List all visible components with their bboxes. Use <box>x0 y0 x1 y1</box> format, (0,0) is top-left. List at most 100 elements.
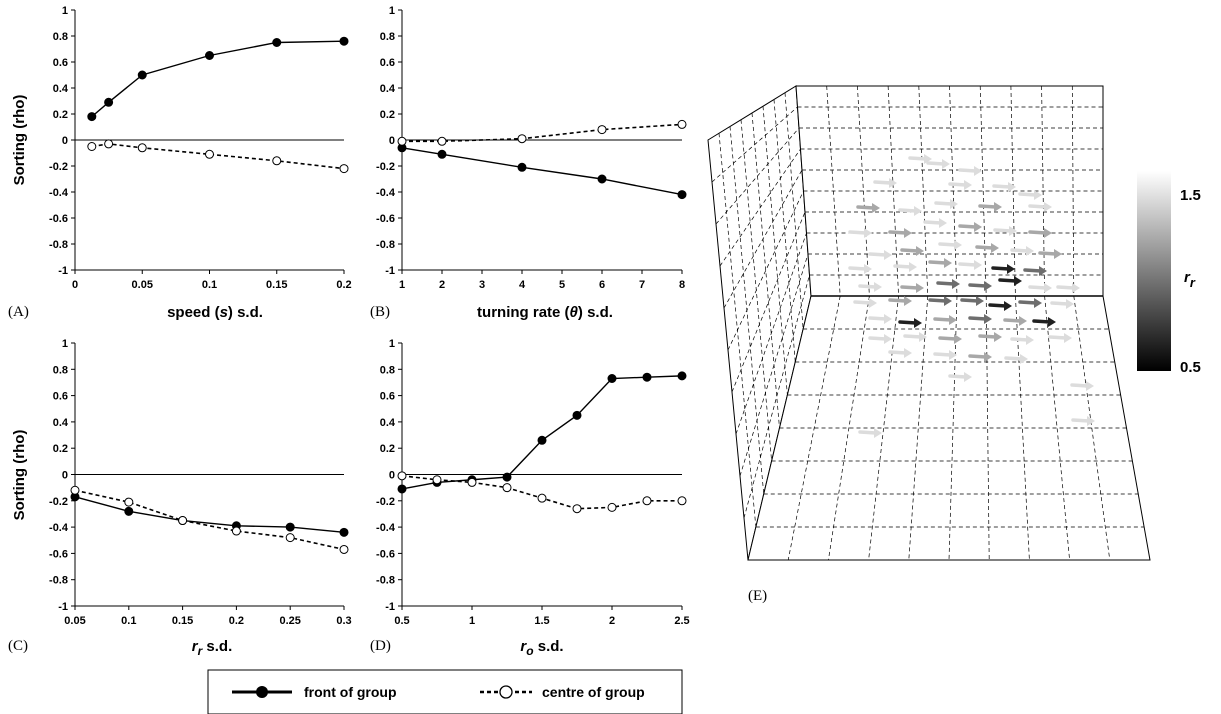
velocity-arrow <box>873 180 893 185</box>
centre-point-c <box>231 526 241 536</box>
centre-point-a <box>87 142 97 151</box>
velocity-arrow <box>998 278 1018 283</box>
y-tick-label-d: 0.4 <box>380 417 396 429</box>
velocity-arrow-head <box>1044 202 1052 212</box>
velocity-arrow-head <box>1066 299 1074 309</box>
velocity-arrow-head <box>1039 266 1047 276</box>
front-point-c <box>339 527 349 537</box>
panel-letter-e: (E) <box>748 588 767 604</box>
y-tick-label-d: 0 <box>389 470 395 482</box>
velocity-arrow-head <box>1019 316 1027 326</box>
front-line-a <box>91 40 345 118</box>
x-tick-label-a: 0.2 <box>336 279 351 291</box>
centre-point-d <box>432 475 442 485</box>
front-point-b <box>677 190 687 200</box>
front-point-a <box>104 97 114 107</box>
colorbar-title: rr <box>1184 269 1196 290</box>
floor-grid-v <box>828 295 870 561</box>
velocity-arrow <box>1018 300 1038 305</box>
velocity-arrow-head <box>964 372 972 382</box>
velocity-arrow-head <box>991 243 999 253</box>
centre-point-b <box>397 136 407 146</box>
velocity-arrow-head <box>954 334 962 344</box>
x-tick-label-b: 6 <box>599 279 605 291</box>
left-wall-grid-h <box>727 190 804 351</box>
velocity-arrow-head <box>884 250 892 260</box>
left-wall-grid-h <box>731 211 806 393</box>
velocity-arrow <box>948 374 968 379</box>
back-wall-grid-v <box>887 85 899 297</box>
front-point-a <box>87 112 97 122</box>
y-tick-label-d: -0.2 <box>376 496 395 508</box>
x-tick-label-a: 0.15 <box>266 279 287 291</box>
velocity-arrow-head <box>1009 226 1017 236</box>
velocity-arrow-head <box>864 228 872 238</box>
x-tick-label-b: 8 <box>679 279 685 291</box>
y-tick-label-b: -0.4 <box>376 187 396 199</box>
x-tick-label-b: 1 <box>399 279 405 291</box>
y-tick-label-d: -0.4 <box>376 522 396 534</box>
velocity-arrow <box>903 334 923 339</box>
x-tick-label-b: 7 <box>639 279 645 291</box>
x-axis-label-b: turning rate (θ) s.d. <box>477 304 613 321</box>
front-point-d <box>677 371 687 381</box>
left-wall-grid-v <box>751 112 780 429</box>
velocity-arrow <box>993 228 1013 233</box>
panel-letter-d: (D) <box>370 638 391 654</box>
velocity-arrow <box>1010 248 1030 253</box>
y-tick-label-a: -0.6 <box>49 213 68 225</box>
y-tick-label-b: 1 <box>389 5 395 17</box>
velocity-arrow-head <box>909 262 917 272</box>
y-tick-label-b: -0.8 <box>376 239 395 251</box>
panel-c: 1 0.8 0.6 0.4 0.2 0 -0.2 -0.4 -0.6 -0.8 -1 0.05 0.1 0… <box>49 338 352 627</box>
velocity-arrow <box>1023 268 1043 273</box>
left-wall-grid-h <box>719 148 801 267</box>
velocity-arrow <box>900 285 920 290</box>
velocity-arrow-head <box>1008 182 1016 192</box>
panel-a: 1 0.8 0.6 0.4 0.2 0 -0.2 -0.4 -0.6 -0.8 -1 0 0.05 0.1… <box>49 5 352 291</box>
front-point-d <box>572 410 582 420</box>
velocity-arrow-head <box>916 246 924 256</box>
y-tick-label-a: 0 <box>62 135 68 147</box>
centre-point-c <box>70 485 80 495</box>
y-tick-label-a: -0.2 <box>49 161 68 173</box>
velocity-arrow-head <box>984 314 992 324</box>
velocity-arrow <box>893 264 913 269</box>
velocity-arrow <box>1018 192 1038 197</box>
velocity-arrow-head <box>939 218 947 228</box>
velocity-arrow <box>898 320 918 325</box>
colorbar <box>1137 171 1171 371</box>
velocity-arrow <box>1050 301 1070 306</box>
y-tick-label-a: -0.8 <box>49 239 68 251</box>
velocity-arrow <box>853 300 873 305</box>
velocity-arrow <box>888 298 908 303</box>
y-tick-label-a: -0.4 <box>49 187 69 199</box>
velocity-arrow-head <box>964 180 972 190</box>
velocity-arrow <box>1070 383 1090 388</box>
centre-point-c <box>339 544 349 554</box>
x-tick-label-d: 1 <box>469 615 475 627</box>
velocity-arrow <box>868 336 888 341</box>
centre-point-a <box>205 149 214 159</box>
y-tick-label-d: 0.6 <box>380 391 395 403</box>
y-tick-label-d: -1 <box>385 601 395 613</box>
left-wall-grid-v <box>784 92 804 330</box>
velocity-arrow <box>1010 337 1030 342</box>
y-tick-label-d: 0.8 <box>380 364 395 376</box>
floor-grid-v <box>1073 295 1111 561</box>
centre-point-b <box>597 125 607 135</box>
velocity-arrow-head <box>1087 416 1095 426</box>
centre-point-d <box>572 504 582 514</box>
velocity-arrow <box>938 242 958 247</box>
x-tick-label-b: 2 <box>439 279 445 291</box>
velocity-arrow <box>856 205 876 210</box>
velocity-arrow <box>938 336 958 341</box>
velocity-arrow <box>948 182 968 187</box>
velocity-arrow <box>1048 335 1068 340</box>
velocity-arrow <box>936 281 956 286</box>
velocity-arrow <box>933 352 953 357</box>
centre-point-d <box>467 477 477 487</box>
velocity-arrow-head <box>1044 228 1052 238</box>
velocity-arrow <box>978 204 998 209</box>
y-tick-label-c: -0.4 <box>49 522 69 534</box>
